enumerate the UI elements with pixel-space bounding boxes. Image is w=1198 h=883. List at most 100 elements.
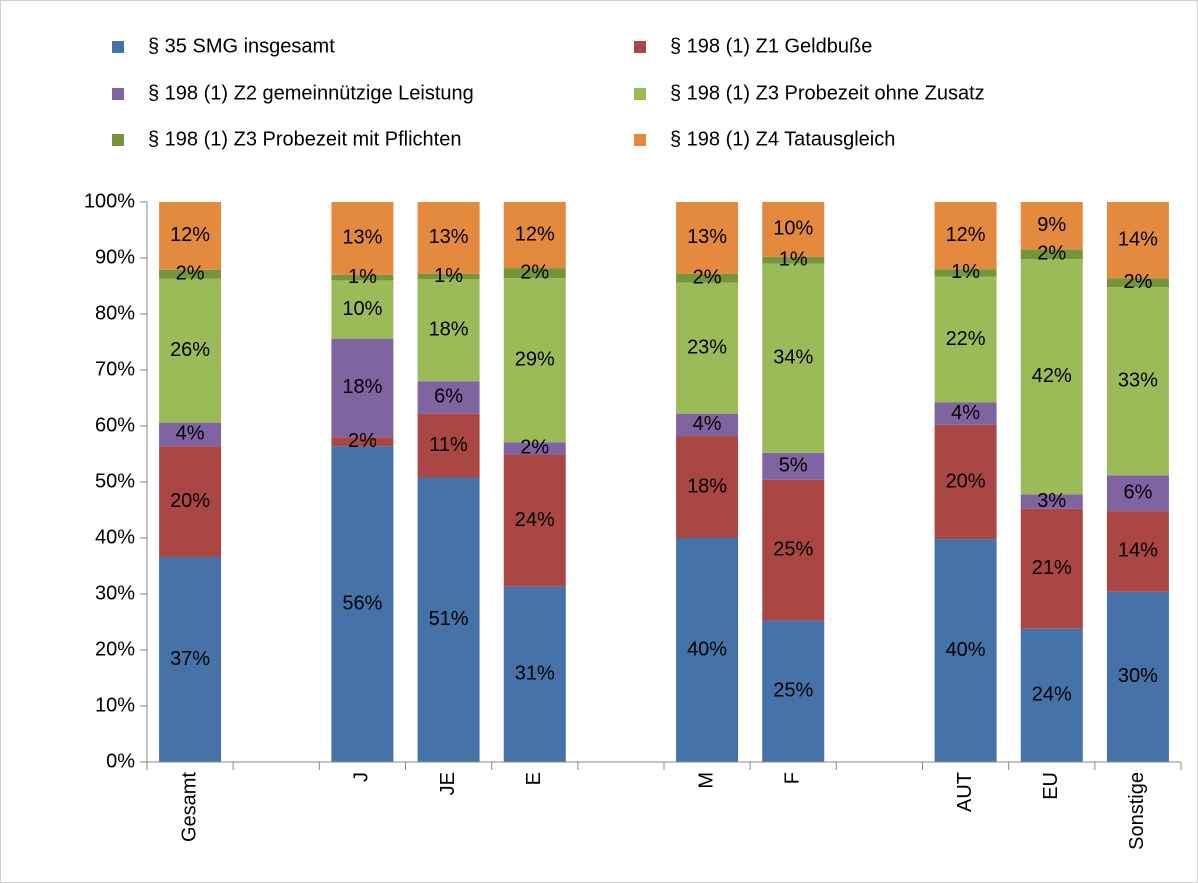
- bar-segment: [503, 454, 566, 587]
- legend-label: § 198 (1) Z3 Probezeit ohne Zusatz: [670, 82, 985, 104]
- data-label: 20%: [170, 490, 210, 512]
- data-label: 33%: [1118, 369, 1158, 391]
- x-tick-label: JE: [437, 772, 459, 795]
- data-label: 11%: [429, 434, 468, 456]
- x-tick-label: M: [695, 772, 717, 789]
- bar-segment: [503, 278, 566, 443]
- bar-segment: [676, 273, 739, 283]
- data-label: 1%: [348, 266, 377, 288]
- data-label: 22%: [946, 328, 986, 350]
- data-label: 9%: [1037, 214, 1066, 236]
- data-label: 13%: [687, 226, 727, 248]
- data-label: 2%: [348, 430, 377, 452]
- data-label: 4%: [176, 423, 205, 445]
- bar-segment: [676, 436, 739, 538]
- x-tick-label: E: [523, 772, 545, 785]
- bar-segment: [417, 381, 480, 414]
- bar-segment: [503, 442, 566, 455]
- bar-segment: [934, 276, 997, 403]
- bar-segment: [762, 479, 825, 621]
- y-tick-label: 70%: [95, 358, 135, 380]
- bar-segment: [1020, 259, 1083, 495]
- bar-segment: [1020, 494, 1083, 509]
- bar-segment: [331, 437, 394, 447]
- bar-segment: [1106, 287, 1169, 476]
- data-label: 14%: [1118, 540, 1158, 562]
- bar-segment: [503, 268, 566, 279]
- y-tick-label: 60%: [95, 414, 135, 436]
- bar-segment: [676, 413, 739, 437]
- data-label: 4%: [693, 413, 722, 435]
- x-tick-label: Sonstige: [1126, 772, 1148, 850]
- data-label: 12%: [170, 224, 210, 246]
- y-tick-label: 20%: [95, 638, 135, 660]
- legend-swatch: [634, 41, 646, 53]
- bar-segment: [159, 422, 222, 447]
- y-tick-label: 100%: [84, 190, 135, 212]
- data-label: 1%: [779, 249, 808, 271]
- x-tick-label: F: [782, 772, 804, 784]
- y-tick-label: 80%: [95, 302, 135, 324]
- bar-segment: [159, 446, 222, 558]
- bar-segment: [331, 280, 394, 339]
- y-tick-label: 40%: [95, 526, 135, 548]
- data-label: 40%: [946, 639, 986, 661]
- data-label: 2%: [520, 437, 549, 459]
- bar-segment: [417, 413, 480, 478]
- bar-segment: [1106, 591, 1169, 762]
- bar-segment: [934, 402, 997, 425]
- bar-segment: [676, 282, 739, 414]
- x-tick-label: J: [351, 772, 373, 782]
- bar-segment: [159, 202, 222, 270]
- legend-swatch: [112, 41, 124, 53]
- bar-segment: [331, 274, 394, 281]
- bar-segment: [762, 452, 825, 480]
- data-label: 23%: [687, 336, 727, 358]
- bar-segment: [1020, 628, 1083, 762]
- bar-segment: [676, 202, 739, 274]
- legend-swatch: [112, 134, 124, 146]
- bar-segment: [331, 202, 394, 275]
- y-tick-label: 0%: [106, 750, 135, 772]
- bar-segment: [762, 256, 825, 264]
- data-label: 20%: [946, 470, 986, 492]
- data-label: 13%: [342, 227, 382, 249]
- data-label: 1%: [951, 261, 980, 283]
- legend-swatch: [634, 88, 646, 100]
- data-label: 10%: [773, 218, 813, 240]
- legend-label: § 198 (1) Z3 Probezeit mit Pflichten: [148, 128, 461, 150]
- data-label: 4%: [951, 402, 980, 424]
- data-label: 25%: [773, 680, 813, 702]
- y-tick-label: 30%: [95, 582, 135, 604]
- data-label: 40%: [687, 638, 727, 660]
- legend-label: § 198 (1) Z1 Geldbuße: [670, 35, 872, 57]
- bar-segment: [762, 263, 825, 453]
- data-label: 6%: [1123, 481, 1152, 503]
- bar-segment: [1106, 202, 1169, 279]
- bar-segment: [934, 269, 997, 277]
- data-label: 31%: [515, 663, 555, 685]
- bar-segment: [762, 620, 825, 762]
- data-label: 2%: [520, 261, 549, 283]
- x-tick-label: EU: [1040, 772, 1062, 800]
- bar-segment: [762, 202, 825, 257]
- data-label: 12%: [946, 224, 986, 246]
- x-tick-label: AUT: [954, 772, 976, 812]
- data-label: 18%: [687, 475, 727, 497]
- data-label: 10%: [342, 298, 382, 320]
- data-label: 2%: [176, 263, 205, 285]
- bar-segment: [417, 477, 480, 762]
- data-label: 12%: [515, 223, 555, 245]
- data-label: 51%: [429, 608, 469, 630]
- legend-swatch: [112, 88, 124, 100]
- bar-segment: [503, 202, 566, 269]
- bar-segment: [159, 269, 222, 279]
- data-label: 1%: [434, 265, 463, 287]
- bar-segment: [934, 539, 997, 762]
- bar-segment: [934, 202, 997, 270]
- x-tick-label: Gesamt: [178, 772, 200, 842]
- bar-segment: [417, 279, 480, 382]
- bar-segment: [676, 538, 739, 762]
- bar-segment: [934, 424, 997, 540]
